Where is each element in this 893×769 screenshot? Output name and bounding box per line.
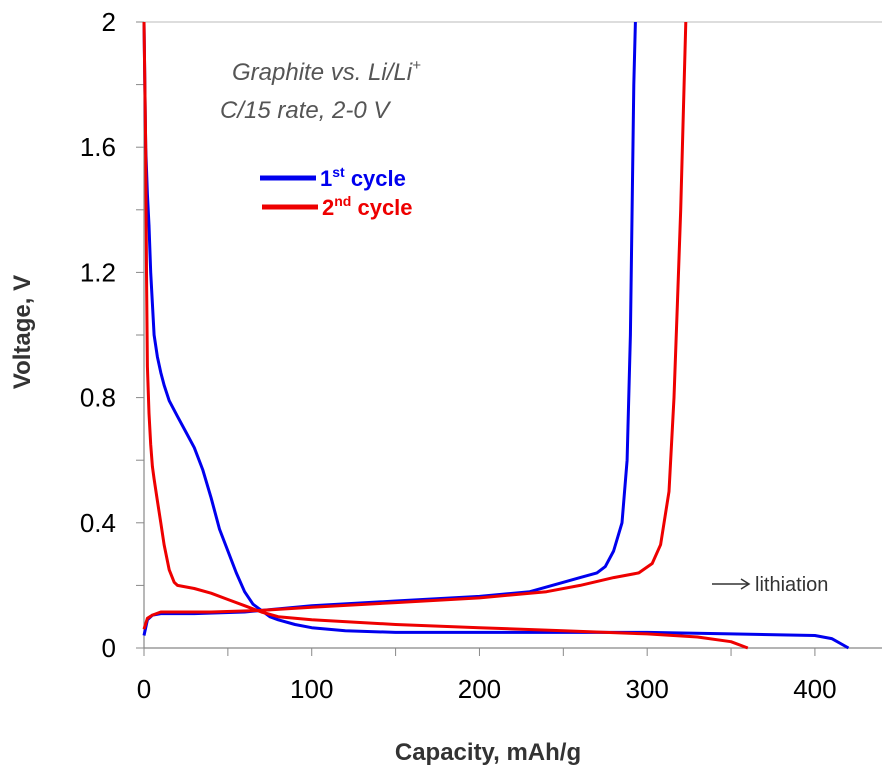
annotation-line-1-sup: + [412, 57, 421, 74]
series-1-lithiation-line [142, 21, 850, 650]
y-tick-label: 0.8 [80, 383, 116, 413]
x-tick-label: 300 [625, 674, 668, 704]
x-axis-ticks: 0 100 200 300 400 [137, 648, 837, 704]
x-tick-label: 0 [137, 674, 151, 704]
plot-lines [142, 21, 850, 650]
lithiation-annotation: lithiation [712, 574, 828, 596]
y-tick-label: 0.4 [80, 508, 116, 538]
x-tick-label: 200 [458, 674, 501, 704]
series-1-delithiation-line [142, 21, 637, 636]
annotation-line-1-main: Graphite vs. Li/Li [232, 59, 413, 86]
annotation-line-1: Graphite vs. Li/Li+ [232, 57, 421, 86]
y-axis-title: Voltage, V [9, 275, 36, 389]
x-tick-label: 400 [793, 674, 836, 704]
y-tick-label: 1.2 [80, 257, 116, 287]
series-2-delithiation-line [142, 21, 688, 630]
legend-label-2: 2nd cycle [322, 193, 413, 220]
y-tick-label: 2 [102, 7, 116, 37]
lithiation-label: lithiation [755, 574, 828, 596]
legend-label-1: 1st cycle [320, 164, 406, 191]
lithiation-arrow-head-icon [740, 578, 751, 590]
y-tick-label: 1.6 [80, 132, 116, 162]
x-tick-label: 100 [290, 674, 333, 704]
x-axis-title: Capacity, mAh/g [395, 739, 581, 766]
annotation-line-2: C/15 rate, 2-0 V [220, 97, 391, 124]
y-axis-ticks: 0 0.4 0.8 1.2 1.6 2 [80, 7, 144, 663]
series-2-lithiation-line [142, 21, 749, 650]
y-tick-label: 0 [102, 633, 116, 663]
